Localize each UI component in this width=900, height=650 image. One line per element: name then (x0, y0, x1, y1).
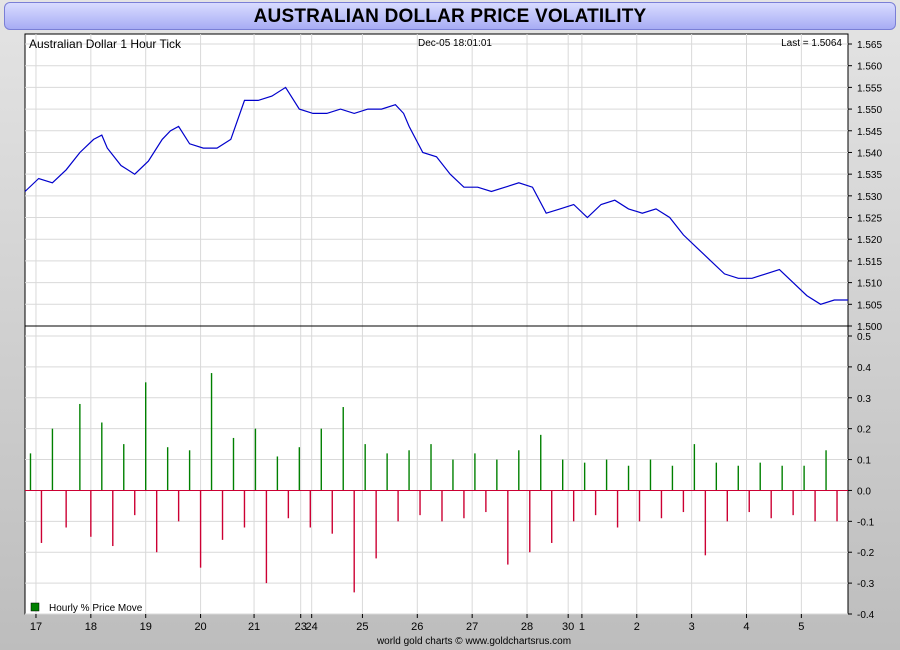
volatility-y-tick-label: -0.1 (857, 517, 875, 528)
price-y-tick-label: 1.530 (857, 192, 882, 203)
x-tick-label: 4 (743, 621, 749, 633)
price-y-tick-label: 1.550 (857, 105, 882, 116)
x-tick-label: 18 (85, 621, 97, 633)
volatility-y-tick-label: -0.4 (857, 610, 875, 621)
price-panel (24, 33, 849, 327)
last-value-label: Last = 1.5064 (781, 38, 842, 49)
price-y-tick-label: 1.535 (857, 170, 882, 181)
x-tick-label: 1 (579, 621, 585, 633)
x-tick-label: 20 (194, 621, 206, 633)
x-tick-label: 21 (248, 621, 260, 633)
x-tick-label: 26 (411, 621, 423, 633)
volatility-y-tick-label: 0.0 (857, 486, 871, 497)
volatility-y-tick-label: -0.3 (857, 579, 875, 590)
volatility-gridlines (25, 335, 848, 615)
x-tick-label: 23 (295, 621, 307, 633)
title-bar: AUSTRALIAN DOLLAR PRICE VOLATILITY (4, 2, 896, 30)
volatility-panel (24, 325, 849, 615)
price-y-tick-label: 1.505 (857, 300, 882, 311)
volatility-bars (29, 373, 838, 593)
timestamp-label: Dec-05 18:01:01 (418, 38, 492, 49)
price-gridlines (25, 43, 848, 305)
price-y-tick-label: 1.525 (857, 214, 882, 225)
x-tick-label: 5 (798, 621, 804, 633)
volatility-y-tick-label: -0.2 (857, 548, 875, 559)
x-tick-label: 19 (140, 621, 152, 633)
price-y-tick-label: 1.560 (857, 62, 882, 73)
volatility-y-ticks: -0.4 -0.3 -0.2 -0.1 0.0 0.1 0.2 0.3 0.4 0.5 (848, 332, 875, 621)
footer-credit: world gold charts © www.goldchartsrus.co… (376, 636, 571, 647)
legend-label: Hourly % Price Move (49, 603, 143, 614)
x-tick-label: 24 (306, 621, 318, 633)
x-tick-label: 27 (466, 621, 478, 633)
x-tick-label: 17 (30, 621, 42, 633)
price-y-tick-label: 1.510 (857, 279, 882, 290)
price-y-ticks: 1.500 1.505 1.510 1.515 1.520 1.525 1.530 1.535… (848, 40, 882, 333)
price-y-tick-label: 1.545 (857, 127, 882, 138)
price-y-tick-label: 1.555 (857, 83, 882, 94)
price-y-tick-label: 1.565 (857, 40, 882, 51)
x-tick-label: 3 (689, 621, 695, 633)
x-tick-label: 2 (634, 621, 640, 633)
price-series-line (24, 86, 848, 305)
chart-title: AUSTRALIAN DOLLAR PRICE VOLATILITY (253, 6, 647, 27)
price-y-tick-label: 1.515 (857, 257, 882, 268)
x-tick-label: 25 (356, 621, 368, 633)
price-y-tick-label: 1.500 (857, 322, 882, 333)
legend-swatch (30, 602, 40, 612)
volatility-y-tick-label: 0.5 (857, 332, 871, 343)
price-y-tick-label: 1.520 (857, 235, 882, 246)
volatility-y-tick-label: 0.3 (857, 394, 871, 405)
volatility-y-tick-label: 0.2 (857, 425, 871, 436)
volatility-y-tick-label: 0.4 (857, 363, 871, 374)
x-tick-label: 28 (521, 621, 533, 633)
price-y-tick-label: 1.540 (857, 148, 882, 159)
volatility-y-tick-label: 0.1 (857, 456, 871, 467)
x-tick-label: 30 (562, 621, 574, 633)
price-series-label: Australian Dollar 1 Hour Tick (29, 37, 182, 51)
x-gridlines (35, 34, 802, 614)
